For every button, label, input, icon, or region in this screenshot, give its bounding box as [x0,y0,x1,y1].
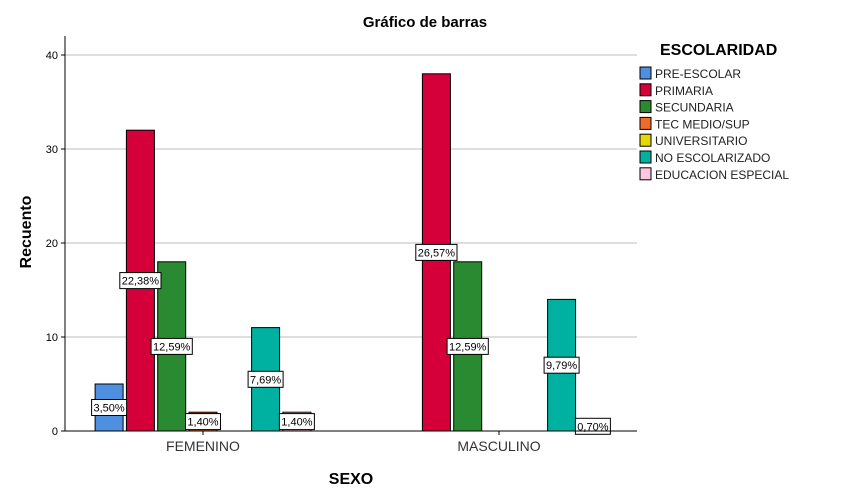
legend-swatch [639,66,652,80]
legend-entry: PRE-ESCOLAR [655,67,741,81]
data-label: 26,57% [418,247,456,259]
legend-entry: TEC MEDIO/SUP [655,117,750,131]
legend-swatch [639,150,652,164]
legend-entry: UNIVERSITARIO [655,134,747,148]
grid-lines [65,54,637,338]
data-label-box [247,370,284,388]
data-label-box [91,399,128,416]
data-label: 12,59% [153,341,191,353]
data-labels-group: 3,50% 22,38% 12,59% 1,40% 7,69% 1,40% 26,57% 12… [91,243,611,435]
legend-swatch [639,133,652,147]
data-label: 9,79% [546,360,577,372]
legend-entry: EDUCACION ESPECIAL [655,168,789,182]
data-label: 7,69% [250,374,281,386]
data-label-box [150,337,193,355]
legend-swatch [639,116,652,130]
legend-swatch [639,167,652,181]
data-label-box [543,356,580,374]
legend-entry: NO ESCOLARIZADO [655,151,770,165]
data-label-box [278,413,315,431]
legend: ESCOLARIDAD PRE-ESCOLAR PRIMARIA SECUNDARI… [639,42,789,182]
data-label-box [415,243,458,261]
legend-entry: SECUNDARIA [655,101,734,115]
x-axis-title: SEXO [329,471,373,488]
data-label: 0,70% [577,421,608,433]
y-tick-label: 40 [46,50,58,62]
data-label: 12,59% [449,341,487,353]
data-label-box [574,417,611,435]
x-tick-label: MASCULINO [457,438,540,454]
legend-entry: PRIMARIA [655,84,713,98]
legend-swatch [639,100,652,114]
chart-title: Gráfico de barras [363,14,487,31]
y-tick-label: 30 [46,144,58,156]
axes: 0 10 20 30 40 FEMENINO MASCULINO [46,36,637,454]
data-label-box [185,413,221,431]
y-axis-title: Recuento [18,195,35,268]
y-tick-label: 10 [46,332,58,344]
data-label-box [119,272,162,290]
legend-title: ESCOLARIDAD [660,42,777,59]
x-tick-label: FEMENINO [166,438,240,454]
legend-swatch [639,83,652,97]
y-tick-label: 20 [46,238,58,250]
y-tick-label: 0 [52,426,58,438]
data-label-box [446,337,489,355]
bars-group [94,73,608,432]
data-label: 1,40% [187,417,218,429]
data-label: 22,38% [122,276,160,288]
data-label: 1,40% [281,417,312,429]
data-label: 3,50% [93,403,124,415]
